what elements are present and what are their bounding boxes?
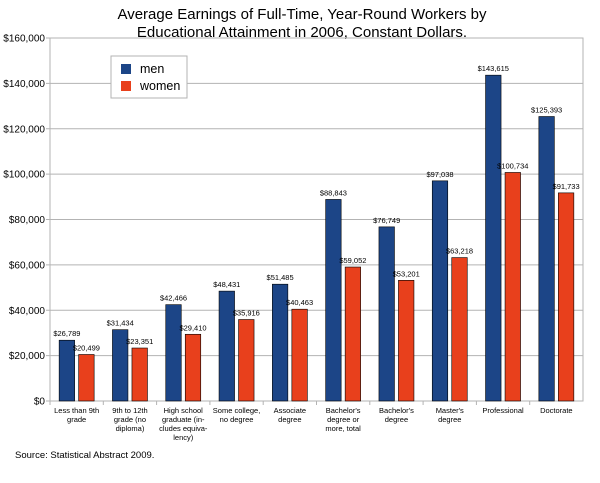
y-tick-label: $160,000	[3, 34, 45, 45]
x-category-label-line: Master's	[436, 406, 464, 415]
bar-men	[378, 226, 395, 402]
x-category-label: 9th to 12th grade (no diploma)	[112, 406, 147, 433]
data-label-men: $97,038	[426, 170, 453, 179]
bar-women	[131, 347, 148, 402]
y-tick-label: $20,000	[9, 351, 46, 362]
x-category-label-line: grade	[67, 415, 86, 424]
x-category-label: Less than 9th grade	[54, 406, 99, 424]
y-tick-label: $100,000	[3, 170, 45, 181]
data-label-women: $20,499	[73, 343, 100, 352]
bar-women	[558, 192, 575, 402]
x-category-label: High school graduate (in-cludes equiva-le…	[159, 406, 208, 442]
data-label-men: $26,789	[53, 329, 80, 338]
data-label-men: $51,485	[267, 273, 294, 282]
x-category-label-line: grade (no	[114, 415, 146, 424]
x-category-label-line: Professional	[482, 406, 524, 415]
data-label-men: $42,466	[160, 294, 187, 303]
data-label-women: $63,218	[446, 247, 473, 256]
bar-men	[325, 199, 342, 402]
x-category-label-line: graduate (in-	[162, 415, 205, 424]
x-category-label: Doctorate	[540, 406, 573, 415]
x-category-label: Master's degree	[436, 406, 464, 424]
data-label-women: $53,201	[393, 269, 420, 278]
x-category-label-line: degree	[385, 415, 408, 424]
legend-swatch-women	[121, 81, 131, 91]
y-tick-label: $80,000	[9, 215, 46, 226]
data-label-men: $31,434	[107, 319, 134, 328]
bar-men	[112, 329, 129, 402]
x-category-label-line: Some college,	[213, 406, 261, 415]
bar-women	[451, 257, 468, 402]
data-label-men: $76,749	[373, 216, 400, 225]
x-category-label-line: cludes equiva-	[159, 424, 208, 433]
bar-men	[218, 290, 235, 402]
x-category-label-line: diploma)	[116, 424, 145, 433]
x-category-label: Some college, no degree	[213, 406, 261, 424]
chart-subtitle: Educational Attainment in 2006, Constant…	[137, 24, 467, 41]
y-tick-label: $0	[34, 397, 46, 408]
bars	[58, 74, 575, 402]
x-category-label-line: 9th to 12th	[112, 406, 147, 415]
data-label-men: $88,843	[320, 188, 347, 197]
data-label-women: $35,916	[233, 309, 260, 318]
data-label-women: $23,351	[126, 337, 153, 346]
y-tick-label: $120,000	[3, 124, 45, 135]
bar-men	[272, 283, 289, 402]
x-category-label-line: no degree	[220, 415, 254, 424]
bar-women	[291, 308, 308, 402]
data-label-women: $59,052	[339, 256, 366, 265]
x-axis: Less than 9th grade 9th to 12th grade (no di…	[49, 401, 573, 442]
bar-women	[238, 319, 255, 402]
bar-men	[431, 180, 449, 402]
legend-label-men: men	[140, 62, 164, 76]
bar-women	[504, 172, 521, 402]
legend-swatch-men	[121, 64, 131, 74]
x-category-label: Bachelor's degree	[379, 406, 414, 424]
y-tick-label: $140,000	[3, 79, 45, 90]
x-category-label-line: more, total	[325, 424, 361, 433]
y-tick-label: $40,000	[9, 306, 46, 317]
y-axis: $0 $20,000 $40,000 $60,000 $80,000 $100,000 $1…	[3, 34, 50, 408]
data-label-men: $125,393	[531, 106, 562, 115]
source-note: Source: Statistical Abstract 2009.	[15, 450, 154, 461]
bar-men	[485, 74, 502, 402]
x-category-label-line: Less than 9th	[54, 406, 99, 415]
x-category-label-line: lency)	[173, 433, 194, 442]
bar-men	[538, 116, 555, 402]
x-category-label: Bachelor's degree or more, total	[325, 406, 361, 433]
data-label-women: $100,734	[497, 161, 528, 170]
x-category-label-line: High school	[164, 406, 204, 415]
x-category-label-line: degree or	[327, 415, 360, 424]
bar-men	[58, 339, 75, 402]
bar-women	[398, 280, 415, 402]
bar-women	[184, 333, 202, 402]
x-category-label-line: Associate	[274, 406, 307, 415]
data-label-men: $48,431	[213, 280, 240, 289]
legend: men women	[110, 55, 188, 99]
data-label-women: $29,410	[179, 323, 206, 332]
x-category-label: Professional	[482, 406, 524, 415]
x-category-label-line: Bachelor's	[326, 406, 361, 415]
bar-men	[165, 304, 182, 402]
x-category-label-line: Bachelor's	[379, 406, 414, 415]
chart-title: Average Earnings of Full-Time, Year-Roun…	[117, 6, 487, 23]
data-label-women: $91,733	[553, 182, 580, 191]
bar-women	[78, 354, 95, 402]
y-tick-label: $60,000	[9, 260, 46, 271]
x-category-label-line: Doctorate	[540, 406, 573, 415]
data-label-men: $143,615	[478, 64, 509, 73]
data-label-women: $40,463	[286, 298, 313, 307]
data-labels: $26,789 $20,499 $31,434 $23,351 $42,466 $29,4…	[53, 64, 579, 352]
x-category-label-line: degree	[438, 415, 461, 424]
x-category-label: Associate degree	[274, 406, 307, 424]
x-category-label-line: degree	[278, 415, 301, 424]
legend-label-women: women	[139, 79, 180, 93]
bar-women	[344, 266, 361, 402]
